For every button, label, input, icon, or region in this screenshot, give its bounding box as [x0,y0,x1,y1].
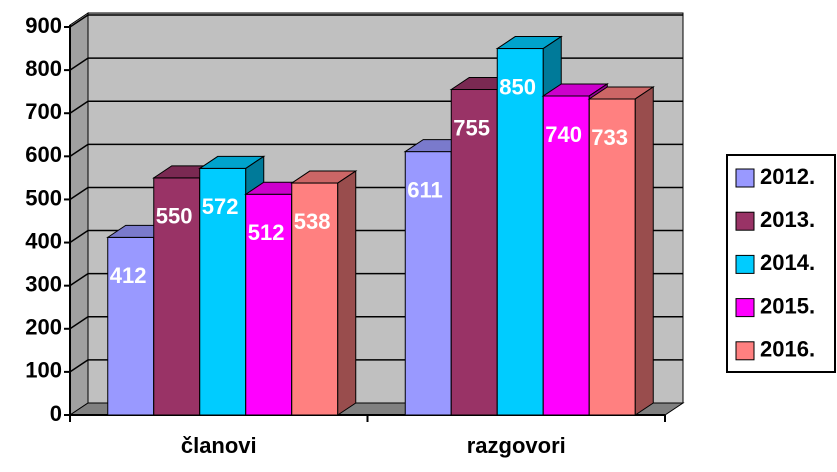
y-tick-label: 400 [25,228,62,253]
bar [588,98,636,416]
legend-label: 2014. [760,250,815,275]
y-tick-label: 800 [25,56,62,81]
y-tick-label: 100 [25,358,62,383]
bar [107,236,155,416]
value-label: 733 [591,125,628,150]
bar [450,89,498,416]
side-wall [69,12,89,416]
x-tick-label: članovi [181,433,257,458]
bar [199,167,247,416]
value-label: 412 [110,263,147,288]
y-tick-label: 0 [50,401,62,426]
bar [496,48,544,416]
value-label: 740 [545,122,582,147]
value-label: 572 [202,194,239,219]
bar [153,177,201,416]
y-tick-label: 600 [25,142,62,167]
legend-label: 2012. [760,164,815,189]
value-label: 550 [156,204,193,229]
y-tick-label: 500 [25,185,62,210]
grid-line [69,14,683,28]
legend-label: 2015. [760,293,815,318]
bar-side [337,170,357,416]
y-tick-label: 200 [25,315,62,340]
legend-swatch [735,298,755,318]
y-tick-label: 700 [25,99,62,124]
y-tick-label: 900 [25,13,62,38]
legend-label: 2016. [760,337,815,362]
value-label: 611 [407,177,443,202]
grid-line [69,57,683,71]
legend-swatch [735,211,755,231]
legend-swatch [735,168,755,188]
y-tick-label: 300 [25,271,62,296]
legend-swatch [735,254,755,274]
x-tick-label: razgovori [467,433,566,458]
bar [404,151,452,416]
value-label: 850 [499,74,536,99]
legend-swatch [735,341,755,361]
bar-side [634,86,654,416]
bar [245,193,293,416]
value-label: 512 [248,220,285,245]
value-label: 755 [453,115,490,140]
bar [291,182,339,416]
legend-label: 2013. [760,207,815,232]
value-label: 538 [294,209,331,234]
